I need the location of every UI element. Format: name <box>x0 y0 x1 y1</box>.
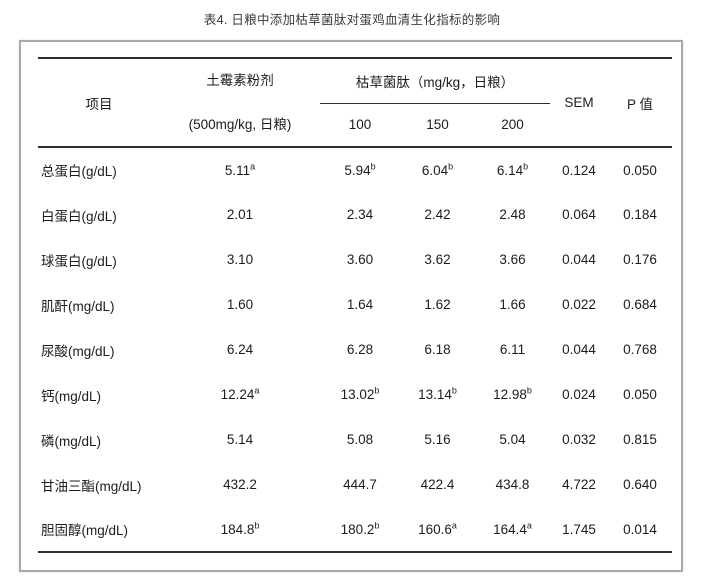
value-cell: 0.044 <box>562 342 596 357</box>
row-item-label: 总蛋白(g/dL) <box>41 164 117 179</box>
value-cell: 2.48 <box>499 207 526 222</box>
value-cell: 5.16 <box>424 432 451 447</box>
significance-superscript: b <box>448 161 454 171</box>
value-cell: 444.7 <box>343 477 377 492</box>
value-cell: 0.184 <box>623 207 657 222</box>
table-row: 总蛋白(g/dL) 5.11a 5.94b 6.04b 6.14b 0.124 0.050 <box>38 147 672 192</box>
value-cell: 0.640 <box>623 477 657 492</box>
value-cell: 5.04 <box>499 432 526 447</box>
value-cell: 0.050 <box>623 387 657 402</box>
value-cell: 0.124 <box>562 162 596 178</box>
significance-superscript: a <box>254 385 260 396</box>
value-cell: 6.04b <box>421 161 454 178</box>
value-cell: 180.2b <box>340 520 380 537</box>
row-item-label: 磷(mg/dL) <box>41 433 102 449</box>
significance-superscript: b <box>374 520 380 530</box>
value-cell: 3.66 <box>499 252 526 267</box>
value-cell: 0.014 <box>623 521 657 537</box>
value-cell: 1.745 <box>562 521 596 537</box>
value-cell: 0.024 <box>562 387 596 402</box>
significance-superscript: a <box>451 520 457 530</box>
header-p-value: P 值 <box>608 58 673 148</box>
table-row: 尿酸(mg/dL) 6.24 6.28 6.18 6.11 0.044 0.768 <box>38 327 672 372</box>
significance-superscript: b <box>370 161 376 171</box>
table-row: 胆固醇(mg/dL) 184.8b 180.2b 160.6a 164.4a 1.745 0… <box>38 507 672 552</box>
value-cell: 184.8b <box>220 520 260 537</box>
table-header: 项目 土霉素粉剂 (500mg/kg, 日粮) 枯草菌肽（mg/kg，日粮） S… <box>38 58 673 148</box>
value-cell: 2.42 <box>424 207 451 222</box>
significance-superscript: b <box>374 385 380 396</box>
significance-superscript: a <box>250 161 256 171</box>
row-item-label: 胆固醇(mg/dL) <box>41 523 129 538</box>
value-cell: 0.768 <box>623 342 657 357</box>
table-title: 表4. 日粮中添加枯草菌肽对蛋鸡血清生化指标的影响 <box>203 13 501 27</box>
table-row: 肌酐(mg/dL) 1.60 1.64 1.62 1.66 0.022 0.684 <box>38 282 672 327</box>
value-cell: 0.044 <box>562 252 596 267</box>
table-row: 磷(mg/dL) 5.14 5.08 5.16 5.04 0.032 0.815 <box>38 417 672 462</box>
value-cell: 2.34 <box>346 207 374 222</box>
row-item-label: 肌酐(mg/dL) <box>41 298 115 314</box>
row-item-label: 球蛋白(g/dL) <box>41 253 117 269</box>
value-cell: 3.62 <box>424 252 451 267</box>
value-cell: 6.28 <box>346 342 374 357</box>
header-sem: SEM <box>550 58 609 148</box>
value-cell: 0.064 <box>562 207 596 222</box>
significance-superscript: b <box>451 385 457 396</box>
value-cell: 13.14b <box>418 385 457 402</box>
serum-biochemistry-table: 项目 土霉素粉剂 (500mg/kg, 日粮) 枯草菌肽（mg/kg，日粮） S… <box>38 57 673 553</box>
value-cell: 1.66 <box>499 297 526 312</box>
value-cell: 160.6a <box>418 520 457 537</box>
row-item-label: 钙(mg/dL) <box>41 388 102 404</box>
value-cell: 6.14b <box>496 161 529 178</box>
value-cell: 13.02b <box>340 385 380 402</box>
row-item-label: 尿酸(mg/dL) <box>41 343 115 359</box>
value-cell: 6.18 <box>424 342 451 357</box>
value-cell: 434.8 <box>495 477 530 492</box>
value-cell: 164.4a <box>493 520 532 537</box>
significance-superscript: b <box>523 161 529 171</box>
value-cell: 0.032 <box>562 432 596 447</box>
value-cell: 4.722 <box>562 477 596 492</box>
table-row: 球蛋白(g/dL) 3.10 3.60 3.62 3.66 0.044 0.176 <box>38 237 672 282</box>
value-cell: 2.01 <box>226 207 254 222</box>
value-cell: 3.10 <box>226 252 254 267</box>
header-dose-150: 150 <box>400 103 475 148</box>
table-row: 白蛋白(g/dL) 2.01 2.34 2.42 2.48 0.064 0.184 <box>38 192 672 237</box>
value-cell: 0.815 <box>623 432 657 447</box>
value-cell: 0.050 <box>623 162 657 178</box>
value-cell: 422.4 <box>420 477 455 492</box>
table-body: 总蛋白(g/dL) 5.11a 5.94b 6.04b 6.14b 0.124 0.050 白… <box>38 147 672 552</box>
header-antibiotic-dose: (500mg/kg, 日粮) <box>188 117 292 132</box>
value-cell: 6.24 <box>226 342 254 357</box>
header-peptide-spanner: 枯草菌肽（mg/kg，日粮） <box>320 58 551 104</box>
header-antibiotic: 土霉素粉剂 (500mg/kg, 日粮) <box>160 58 320 148</box>
value-cell: 6.11 <box>499 342 526 357</box>
header-dose-200: 200 <box>475 103 551 148</box>
value-cell: 0.684 <box>623 297 657 312</box>
row-item-label: 白蛋白(g/dL) <box>41 208 117 224</box>
value-cell: 432.2 <box>223 477 257 492</box>
header-antibiotic-name: 土霉素粉剂 <box>206 73 274 88</box>
significance-superscript: b <box>254 520 260 530</box>
value-cell: 5.08 <box>346 432 374 447</box>
value-cell: 12.98b <box>493 385 532 402</box>
value-cell: 0.176 <box>623 252 657 267</box>
value-cell: 12.24a <box>220 385 260 402</box>
row-item-label: 甘油三酯(mg/dL) <box>41 478 142 494</box>
significance-superscript: b <box>526 385 532 396</box>
value-cell: 1.62 <box>424 297 451 312</box>
significance-superscript: a <box>526 520 532 530</box>
value-cell: 5.11a <box>224 161 256 178</box>
value-cell: 3.60 <box>346 252 374 267</box>
value-cell: 0.022 <box>562 297 596 312</box>
value-cell: 1.60 <box>226 297 254 312</box>
table-row: 钙(mg/dL) 12.24a 13.02b 13.14b 12.98b 0.024 0.0… <box>38 372 672 417</box>
header-item: 项目 <box>38 58 160 148</box>
header-dose-100: 100 <box>320 103 400 148</box>
value-cell: 1.64 <box>346 297 374 312</box>
value-cell: 5.94b <box>344 161 376 178</box>
value-cell: 5.14 <box>226 432 254 447</box>
table-panel: 项目 土霉素粉剂 (500mg/kg, 日粮) 枯草菌肽（mg/kg，日粮） S… <box>19 40 683 572</box>
table-row: 甘油三酯(mg/dL) 432.2 444.7 422.4 434.8 4.722 0.64… <box>38 462 672 507</box>
